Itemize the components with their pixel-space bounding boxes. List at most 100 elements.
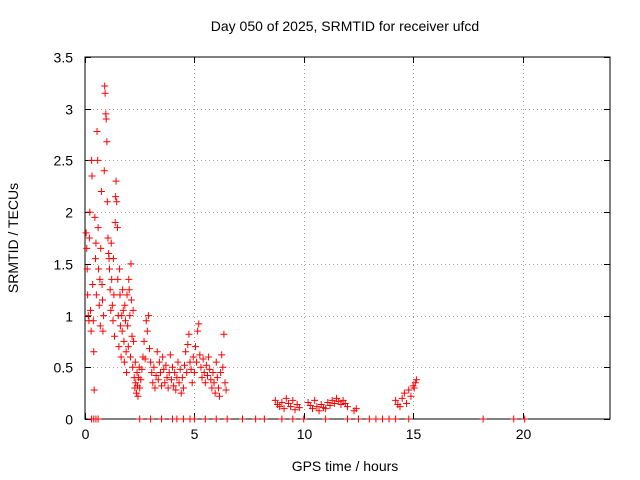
data-point [133,368,141,376]
data-point [278,415,286,423]
data-point [120,358,128,366]
data-point [125,275,133,283]
data-point [379,415,386,423]
data-point [96,275,104,283]
data-point [127,296,135,304]
data-point [155,358,163,366]
data-point [271,396,279,404]
data-point [88,156,96,164]
data-point [114,275,122,283]
data-point [193,358,201,366]
data-point [239,415,246,423]
data-point [142,317,150,325]
data-point [521,415,529,423]
data-point [134,392,142,400]
data-point [187,365,195,373]
data-point [136,384,144,392]
data-point [326,402,334,410]
data-point [118,327,126,335]
data-point [151,384,159,392]
axes: 0 5 10 15 20 0 0.5 1 1.5 2 2.5 3 3.5 [54,50,610,442]
data-point [131,358,139,366]
data-point [212,358,220,366]
data-point [190,415,198,423]
data-point [98,281,106,289]
data-point [86,306,94,314]
data-point [84,312,92,320]
data-point [158,382,166,390]
data-marks [82,82,529,423]
data-point [153,348,161,356]
data-point [372,415,380,423]
data-point [210,379,218,387]
data-point [322,405,330,413]
data-point [185,330,193,338]
data-point [86,208,94,216]
x-tick-label: 5 [191,426,199,442]
data-point [124,322,132,330]
data-point [365,415,373,423]
data-point [113,198,121,206]
data-point [392,415,400,423]
data-point [100,167,108,175]
data-point [116,322,124,330]
data-point [101,89,109,97]
data-point [410,384,418,392]
plot-frame [84,56,611,420]
data-point [222,386,230,394]
grid [85,57,610,419]
data-point [94,415,102,423]
data-point [138,365,146,373]
data-point [84,291,92,299]
data-point [126,312,134,320]
y-tick-label: 3.5 [54,50,74,66]
y-tick-label: 2.5 [54,153,74,169]
data-point [122,348,130,356]
data-point [209,368,217,376]
data-point [199,355,207,363]
data-point [219,363,227,371]
data-point [112,193,120,201]
chart-title: Day 050 of 2025, SRMTID for receiver ufc… [211,18,479,34]
data-point [198,374,206,382]
data-point [205,353,213,361]
data-point [88,172,96,180]
data-point [103,198,111,206]
data-point [148,368,156,376]
data-point [172,386,180,394]
data-point [97,187,105,195]
data-point [111,332,119,340]
data-point [197,363,205,371]
data-point [104,234,112,242]
data-point [123,291,131,299]
data-point [162,361,170,369]
data-point [121,301,129,309]
data-point [146,345,154,353]
data-point [92,291,100,299]
data-point [121,317,129,325]
data-point [295,404,303,412]
x-tick-label: 20 [516,426,532,442]
data-point [289,396,297,404]
data-point [115,343,123,351]
data-point [109,255,117,263]
data-point [132,379,140,387]
data-point [220,330,228,338]
data-point [212,415,220,423]
data-point [125,286,133,294]
data-point [479,415,487,423]
data-point [171,368,179,376]
data-point [106,265,113,273]
data-point [82,229,90,237]
data-point [252,415,260,423]
data-point [119,306,127,314]
data-point [111,218,119,226]
data-point [287,403,295,411]
data-point [289,415,297,423]
data-point [143,327,151,335]
data-point [190,368,198,376]
x-tick-label: 10 [297,426,313,442]
data-point [90,348,98,356]
data-point [124,343,132,351]
